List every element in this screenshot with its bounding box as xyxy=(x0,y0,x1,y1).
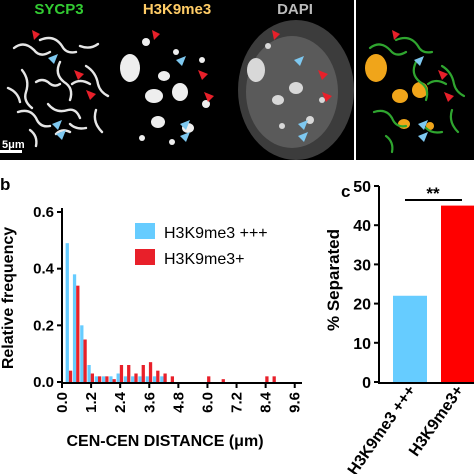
dapi-image xyxy=(236,0,354,160)
x-axis-label: CEN-CEN DISTANCE (μm) xyxy=(66,433,263,450)
c-y-tick-label: 50 xyxy=(353,179,371,196)
panel-c-letter: c xyxy=(341,182,350,201)
legend-swatch-h3k9me3-low xyxy=(135,249,155,265)
c-y-tick-label: 0 xyxy=(362,375,371,392)
bar-high-10 xyxy=(138,376,142,382)
bar-h3k9me3-low xyxy=(441,205,474,382)
y-tick-label: 0.4 xyxy=(33,261,55,278)
bar-high-8 xyxy=(123,376,128,382)
bar-low-4 xyxy=(98,376,102,382)
channel-label-sycp3: SYCP3 xyxy=(34,1,84,18)
bar-low-7 xyxy=(119,365,124,382)
h3k9me3-image xyxy=(118,0,236,160)
bar-low-6 xyxy=(112,379,116,382)
bar-low-3 xyxy=(90,373,94,382)
channel-label-merge: MERGE xyxy=(387,1,443,18)
c-y-tick-label: 40 xyxy=(353,218,371,235)
merge-image xyxy=(356,0,474,160)
dapi-signal xyxy=(238,20,354,160)
bar-high-12 xyxy=(152,376,157,382)
bar-low-9 xyxy=(134,373,138,382)
bar-low-11 xyxy=(148,362,153,382)
bar-low-15 xyxy=(207,376,211,382)
c-y-tick-label: 30 xyxy=(353,257,371,274)
c-y-tick-label: 10 xyxy=(353,336,371,353)
sycp3-image: 5μm xyxy=(0,0,118,160)
bar-high-1 xyxy=(72,274,77,382)
c-category-label: H3K9me3 +++ xyxy=(345,383,419,474)
x-tick-label: 3.6 xyxy=(141,392,158,413)
legend-label-h3k9me3-high: H3K9me3 +++ xyxy=(164,225,268,242)
bar-high-11 xyxy=(145,376,149,382)
legend-swatch-h3k9me3-high xyxy=(135,223,155,239)
bar-low-18 xyxy=(272,376,276,382)
bar-high-5 xyxy=(102,376,106,382)
bar-high-3 xyxy=(87,365,91,382)
bar-high-6 xyxy=(109,376,113,382)
legend: H3K9me3 +++ H3K9me3+ xyxy=(135,223,268,268)
bar-high-0 xyxy=(65,243,69,382)
y-axis-label: Relative frequency xyxy=(0,227,17,369)
scale-bar-label: 5μm xyxy=(2,139,25,151)
panel-b-letter: b xyxy=(0,175,10,194)
x-tick-label: 9.6 xyxy=(287,392,304,413)
bar-high-7 xyxy=(116,373,120,382)
x-tick-label: 7.2 xyxy=(229,392,246,413)
legend-label-h3k9me3-low: H3K9me3+ xyxy=(164,251,245,268)
bar-h3k9me3-high xyxy=(393,295,427,382)
x-tick-label: 8.4 xyxy=(258,391,275,413)
bar-low-13 xyxy=(163,373,167,382)
bar-high-9 xyxy=(131,376,135,382)
c-y-axis-label: % Separated xyxy=(324,229,343,331)
channel-label-dapi: DAPI xyxy=(277,1,313,18)
y-tick-label: 0.6 xyxy=(33,204,54,221)
c-y-tick-label: 20 xyxy=(353,297,371,314)
bar-low-12 xyxy=(156,370,160,382)
bar-low-14 xyxy=(170,376,174,382)
c-category-label: H3K9me3+ xyxy=(406,383,467,460)
sycp3-signal: 5μm xyxy=(0,30,110,153)
bar-low-16 xyxy=(221,379,225,382)
significance-marker: ** xyxy=(426,184,440,203)
bar-high-13 xyxy=(160,376,164,382)
bar-low-0 xyxy=(68,370,73,382)
x-tick-label: 6.0 xyxy=(199,392,216,413)
x-tick-label: 0.0 xyxy=(54,392,71,413)
channel-label-h3k9me3: H3K9me3 xyxy=(142,1,212,18)
bar-low-17 xyxy=(265,376,269,382)
x-tick-label: 2.4 xyxy=(112,391,129,413)
h3k9me3-signal xyxy=(120,30,214,145)
merge-signal xyxy=(365,30,466,154)
x-tick-label: 1.2 xyxy=(83,392,100,413)
x-tick-label: 4.8 xyxy=(170,392,187,413)
bar-low-8 xyxy=(127,365,131,382)
bar-low-2 xyxy=(83,339,87,382)
bar-high-2 xyxy=(80,325,84,382)
bar-low-5 xyxy=(105,376,109,382)
bar-high-4 xyxy=(94,376,98,382)
bar-low-10 xyxy=(141,365,145,382)
y-tick-label: 0.0 xyxy=(33,374,54,391)
bar-low-1 xyxy=(76,285,80,382)
y-tick-label: 0.2 xyxy=(33,317,54,334)
